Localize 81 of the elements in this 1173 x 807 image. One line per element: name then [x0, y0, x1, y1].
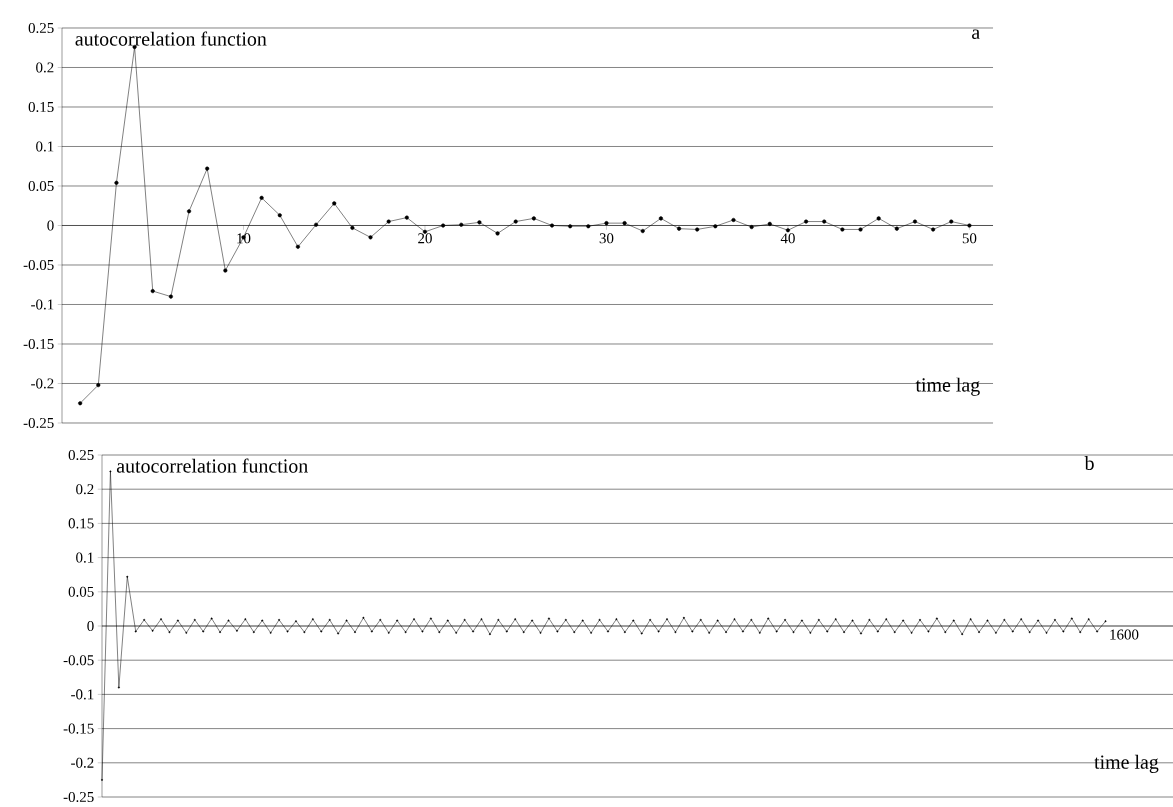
point	[531, 216, 536, 221]
point	[549, 223, 555, 228]
point	[967, 223, 972, 228]
point	[713, 224, 718, 229]
y-tick-label: 0.05	[28, 180, 54, 192]
point	[677, 226, 682, 231]
chart-title: a	[972, 29, 980, 40]
y-axis-title: autocorrelation function	[116, 458, 308, 473]
y-tick-label: 0.15	[28, 101, 54, 113]
x-tick-label: 20	[418, 233, 432, 244]
y-tick-label: 0.25	[68, 449, 94, 461]
point	[96, 383, 101, 388]
point	[749, 225, 754, 230]
y-tick-label: 0.1	[36, 141, 54, 152]
point	[332, 201, 337, 206]
point	[894, 226, 899, 231]
point	[767, 221, 772, 226]
point	[804, 219, 809, 224]
point	[114, 180, 119, 185]
point	[513, 219, 518, 224]
x-tick-label: 40	[780, 233, 795, 244]
point	[495, 231, 500, 236]
point	[459, 222, 464, 227]
point	[640, 228, 645, 234]
y-tick-label: 0.2	[76, 484, 94, 495]
point	[368, 235, 373, 240]
point	[622, 221, 627, 226]
point	[223, 268, 228, 273]
y-tick-label: -0.05	[63, 655, 94, 666]
y-tick-label: -0.05	[23, 259, 54, 271]
point	[858, 227, 863, 232]
point	[949, 219, 954, 224]
point	[568, 224, 573, 229]
point	[731, 217, 736, 223]
y-tick-label: 0.25	[28, 22, 54, 34]
point	[404, 215, 409, 220]
point	[441, 223, 446, 228]
y-tick-label: -0.25	[23, 417, 54, 429]
point	[586, 224, 591, 229]
y-tick-label: 0.1	[76, 552, 94, 563]
y-tick-label: -0.2	[31, 378, 54, 389]
y-tick-label: -0.1	[31, 299, 54, 310]
y-tick-label: 0.15	[68, 518, 94, 529]
point	[277, 213, 282, 218]
point	[150, 289, 155, 294]
point	[187, 209, 192, 214]
y-tick-label: 0.2	[36, 62, 54, 73]
y-tick-label: -0.2	[71, 757, 94, 768]
x-axis-title: time lag	[1094, 754, 1159, 773]
y-tick-label: 0	[87, 620, 94, 632]
point	[912, 219, 918, 224]
y-tick-label: -0.25	[63, 791, 94, 803]
point	[931, 227, 936, 232]
point	[477, 220, 482, 225]
point	[205, 166, 210, 171]
point	[658, 216, 663, 221]
x-tick-label: 10	[237, 233, 251, 244]
y-tick-label: 0	[47, 220, 54, 231]
y-tick-label: -0.15	[63, 723, 94, 734]
x-tick-label: 50	[962, 233, 977, 244]
y-tick-label: 0.05	[68, 586, 94, 597]
chart-title: b	[1084, 455, 1094, 470]
point	[259, 195, 264, 200]
point	[295, 244, 300, 249]
text: 1600	[1110, 629, 1139, 640]
point	[840, 227, 845, 232]
point	[876, 216, 881, 221]
y-tick-label: -0.1	[71, 689, 94, 700]
point	[785, 228, 790, 233]
point	[386, 219, 391, 224]
point	[78, 401, 83, 406]
point	[604, 221, 609, 226]
point	[168, 294, 173, 299]
point	[695, 227, 700, 232]
point	[314, 222, 319, 227]
point	[822, 219, 827, 224]
x-tick-label: 30	[599, 233, 614, 244]
point	[350, 225, 355, 230]
y-tick-label: -0.15	[23, 338, 54, 350]
x-axis-title: time lag	[915, 377, 980, 396]
y-axis-title: autocorrelation function	[75, 31, 267, 46]
